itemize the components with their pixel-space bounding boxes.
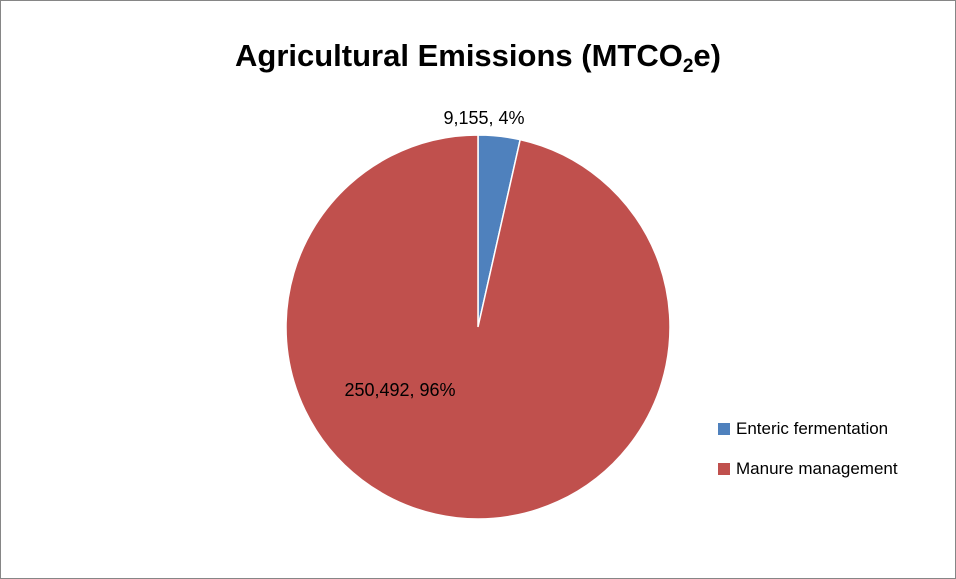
- legend-item-manure-management: Manure management: [718, 458, 898, 480]
- legend-swatch-manure-management: [718, 463, 730, 475]
- chart-title: Agricultural Emissions (MTCO2e): [0, 36, 956, 76]
- chart-title-main: Agricultural Emissions (MTCO: [235, 38, 683, 73]
- legend-label-enteric-fermentation: Enteric fermentation: [736, 419, 889, 438]
- data-label-manure-management: 250,492, 96%: [344, 380, 455, 400]
- legend-label-manure-management: Manure management: [736, 459, 898, 478]
- legend-swatch-enteric-fermentation: [718, 423, 730, 435]
- legend-item-enteric-fermentation: Enteric fermentation: [718, 418, 898, 440]
- pie-slice-manure-management: [285, 134, 671, 520]
- chart-title-subscript: 2: [682, 56, 694, 77]
- legend: Enteric fermentation Manure management: [718, 418, 898, 498]
- data-label-enteric-fermentation: 9,155, 4%: [443, 108, 524, 128]
- chart-title-end: e): [693, 38, 721, 73]
- pie-slices: [285, 134, 671, 520]
